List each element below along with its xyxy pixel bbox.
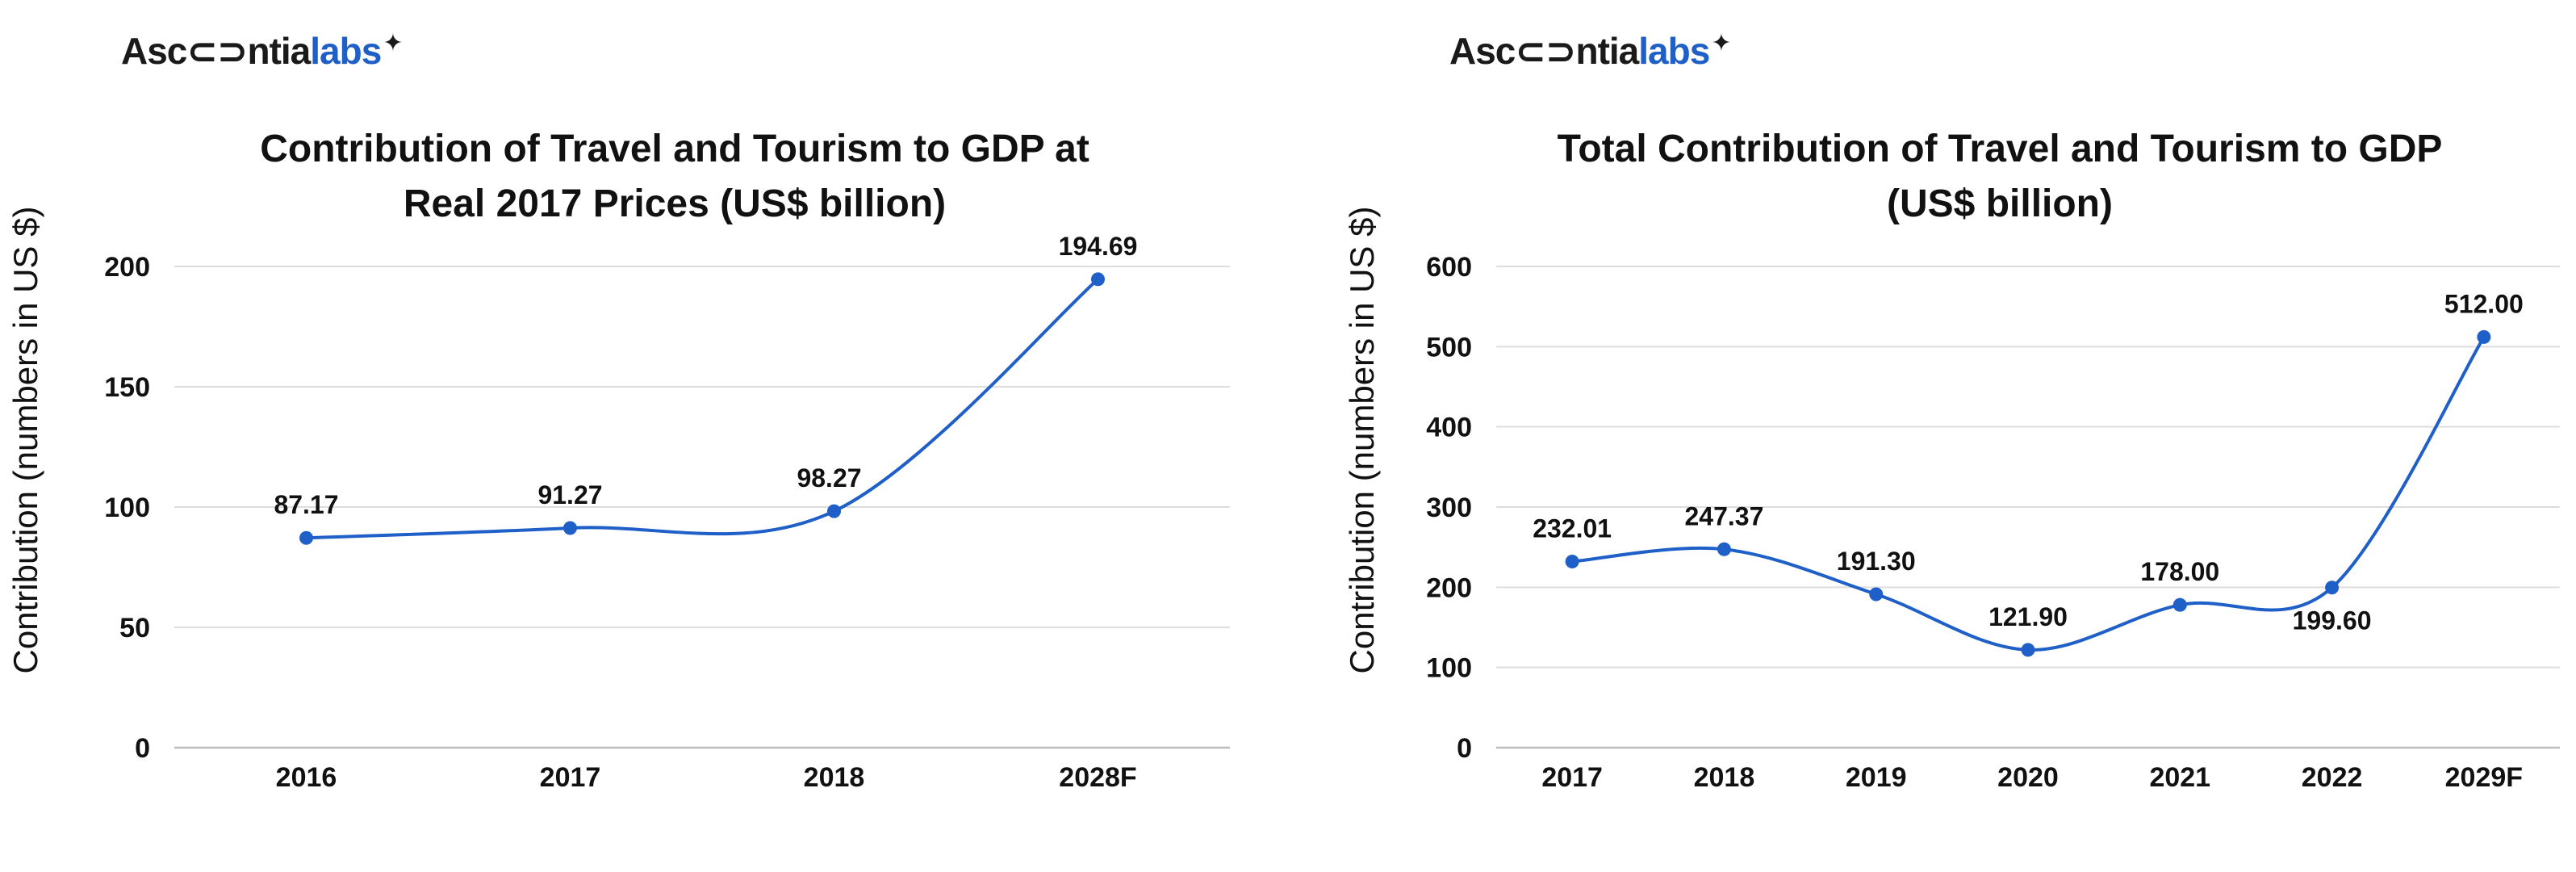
data-point: [2172, 597, 2187, 612]
y-axis-label: Contribution (numbers in US $): [6, 207, 44, 674]
data-point: [2021, 643, 2035, 657]
x-tick-label: 2017: [1541, 762, 1603, 793]
y-tick-label: 500: [1426, 332, 1472, 363]
data-point: [1869, 587, 1884, 602]
x-tick-label: 2028F: [1059, 762, 1136, 793]
x-tick-label: 2019: [1846, 762, 1907, 793]
series-line: [1571, 336, 2486, 652]
y-tick-label: 100: [1426, 653, 1472, 684]
line-chart-1: Contribution of Travel and Tourism to GD…: [6, 128, 1230, 793]
data-point: [1565, 555, 1579, 569]
data-label: 199.60: [2293, 606, 2372, 635]
x-tick-label: 2020: [1997, 762, 2059, 793]
y-tick-label: 50: [119, 613, 150, 644]
x-tick-label: 2016: [276, 762, 337, 793]
x-tick-label: 2021: [2149, 762, 2210, 793]
data-point: [2325, 581, 2340, 595]
chart-title-line: (US$ billion): [1887, 182, 2113, 225]
chart-panel-1: Asc⊂⊃ntialabs✦ Contribution of Travel an…: [6, 29, 1230, 793]
chart-panel-2: Asc⊂⊃ntialabs✦ Total Contribution of Tra…: [1288, 0, 2576, 872]
logo-chain-icon: ⊂⊃: [1515, 30, 1576, 72]
data-point: [1091, 272, 1105, 287]
data-point: [2477, 329, 2491, 344]
y-axis-label: Contribution (numbers in US $): [1343, 207, 1381, 674]
data-label: 194.69: [1059, 232, 1138, 261]
data-label: 178.00: [2140, 557, 2219, 586]
data-point: [1717, 542, 1731, 556]
data-label: 87.17: [274, 490, 338, 519]
y-tick-label: 100: [104, 493, 150, 523]
logo-text-2: ntia: [247, 30, 311, 72]
chart-title-line: Total Contribution of Travel and Tourism…: [1558, 128, 2443, 170]
x-tick-label: 2017: [540, 762, 601, 793]
chart-title-line: Contribution of Travel and Tourism to GD…: [260, 128, 1089, 170]
x-tick-label: 2029F: [2445, 762, 2523, 793]
brand-logo: Asc⊂⊃ntialabs✦: [1449, 29, 1731, 73]
y-tick-label: 200: [1426, 572, 1472, 603]
line-chart-2: Total Contribution of Travel and Tourism…: [1343, 128, 2560, 793]
y-tick-label: 150: [104, 372, 150, 403]
data-point: [563, 521, 577, 535]
y-tick-label: 0: [1457, 733, 1472, 764]
y-tick-label: 600: [1426, 252, 1472, 283]
x-tick-label: 2022: [2302, 762, 2363, 793]
data-point: [827, 504, 841, 518]
logo-spark-icon: ✦: [1711, 30, 1731, 57]
chart-title-line: Real 2017 Prices (US$ billion): [404, 182, 946, 225]
x-tick-label: 2018: [804, 762, 865, 793]
logo-text-3: labs: [310, 30, 382, 72]
data-label: 121.90: [1988, 602, 2068, 631]
data-label: 232.01: [1533, 514, 1612, 543]
series-line: [306, 278, 1099, 540]
logo-text-1: Asc: [121, 30, 187, 72]
data-label: 191.30: [1837, 547, 1916, 576]
data-label: 247.37: [1684, 501, 1763, 530]
x-tick-label: 2018: [1694, 762, 1755, 793]
y-tick-label: 200: [104, 252, 150, 283]
data-label: 98.27: [797, 463, 861, 493]
y-tick-label: 400: [1426, 413, 1472, 443]
data-label: 91.27: [537, 480, 602, 509]
y-tick-label: 300: [1426, 493, 1472, 523]
logo-chain-icon: ⊂⊃: [186, 30, 248, 72]
logo-text-1: Asc: [1449, 30, 1516, 72]
data-label: 512.00: [2444, 289, 2524, 318]
logo-text-2: ntia: [1575, 30, 1639, 72]
brand-logo: Asc⊂⊃ntialabs✦: [121, 29, 403, 73]
logo-spark-icon: ✦: [383, 30, 403, 57]
data-point: [299, 530, 313, 545]
logo-text-3: labs: [1638, 30, 1710, 72]
y-tick-label: 0: [135, 733, 150, 764]
